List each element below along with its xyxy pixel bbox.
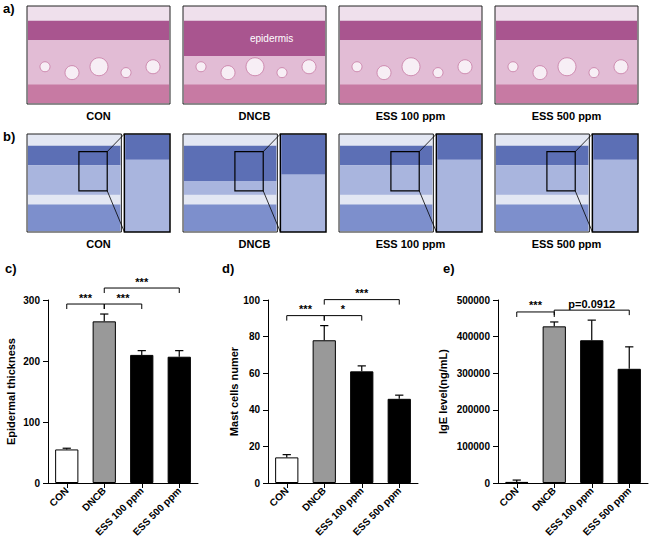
svg-text:80: 80 [249,331,261,342]
svg-text:DNCB: DNCB [239,238,271,250]
svg-text:***: *** [355,287,369,299]
svg-text:CON: CON [497,485,520,508]
svg-text:60: 60 [249,368,261,379]
svg-text:300000: 300000 [457,368,491,379]
svg-text:100: 100 [243,295,260,306]
svg-text:ESS 100 ppm: ESS 100 ppm [543,485,596,538]
svg-text:20: 20 [249,441,261,452]
svg-text:ESS 500 ppm: ESS 500 ppm [581,485,634,538]
svg-text:CON: CON [267,485,290,508]
svg-text:*: * [341,303,346,315]
svg-text:500000: 500000 [457,295,491,306]
svg-text:DNCB: DNCB [239,110,271,122]
svg-text:DNCB: DNCB [530,485,558,513]
svg-text:epidermis: epidermis [250,33,293,44]
svg-text:a): a) [3,1,15,16]
svg-text:DNCB: DNCB [80,485,108,513]
svg-text:0: 0 [254,478,260,489]
svg-text:ESS 100 ppm: ESS 100 ppm [93,485,146,538]
svg-text:0: 0 [34,478,40,489]
svg-text:400000: 400000 [457,331,491,342]
svg-text:ESS 500 ppm: ESS 500 ppm [532,110,602,122]
svg-text:c): c) [5,261,17,276]
svg-text:Epidermal thickness: Epidermal thickness [5,338,17,445]
svg-text:CON: CON [47,485,70,508]
svg-text:ESS 100 ppm: ESS 100 ppm [313,485,366,538]
svg-text:p=0.0912: p=0.0912 [568,298,615,310]
svg-text:300: 300 [23,295,40,306]
svg-text:***: *** [529,299,543,311]
svg-text:e): e) [443,261,455,276]
svg-text:40: 40 [249,404,261,415]
svg-text:200: 200 [23,356,40,367]
svg-text:200000: 200000 [457,404,491,415]
svg-text:d): d) [222,261,234,276]
svg-text:ESS 100 ppm: ESS 100 ppm [376,110,446,122]
svg-text:***: *** [135,276,149,288]
svg-text:IgE level(ng/mL): IgE level(ng/mL) [437,349,449,434]
svg-text:***: *** [117,292,131,304]
svg-text:b): b) [3,129,15,144]
svg-text:100: 100 [23,417,40,428]
svg-text:ESS 500 ppm: ESS 500 ppm [351,485,404,538]
svg-text:ESS 500 ppm: ESS 500 ppm [131,485,184,538]
svg-text:***: *** [79,292,93,304]
svg-text:100000: 100000 [457,441,491,452]
svg-text:ESS 100 ppm: ESS 100 ppm [376,238,446,250]
svg-text:DNCB: DNCB [300,485,328,513]
svg-text:CON: CON [86,238,111,250]
svg-text:Mast cells numer: Mast cells numer [228,346,240,436]
svg-text:0: 0 [484,478,490,489]
svg-text:***: *** [299,303,313,315]
svg-text:CON: CON [86,110,111,122]
svg-text:ESS 500 ppm: ESS 500 ppm [532,238,602,250]
